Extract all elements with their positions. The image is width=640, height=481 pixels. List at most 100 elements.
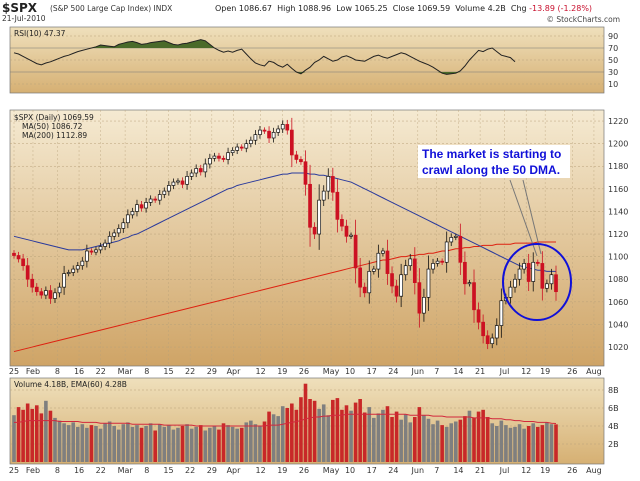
volume-bar <box>280 406 285 462</box>
price-candle <box>66 272 71 274</box>
price-candle <box>349 234 353 237</box>
volume-bar <box>85 427 89 462</box>
high-label: High <box>277 4 296 13</box>
volume-bar <box>517 424 522 462</box>
volume-x-tick-label: May <box>323 466 340 475</box>
volume-title: Volume 4.18B, EMA(60) 4.28B <box>14 380 127 389</box>
volume-bar <box>481 409 485 462</box>
price-candle <box>444 241 449 263</box>
volume-bar <box>317 408 321 462</box>
price-candle <box>85 250 89 262</box>
symbol: $SPX <box>2 1 38 15</box>
volume-bar <box>403 414 408 462</box>
volume-tick-label: 4B <box>608 422 619 431</box>
volume-bar <box>376 413 381 462</box>
volume-bar <box>48 410 53 462</box>
price-x-tick-label: 14 <box>453 367 463 376</box>
price-candle <box>508 286 513 298</box>
volume-bar <box>71 422 76 462</box>
volume-bar <box>144 426 148 462</box>
price-tick-label: 1160 <box>608 185 628 194</box>
volume-x-tick-label: 14 <box>453 466 463 475</box>
volume-bar <box>171 429 176 462</box>
volume-bar <box>80 424 85 462</box>
price-candle <box>25 265 30 280</box>
volume-bar <box>435 420 440 462</box>
price-x-tick-label: 26 <box>567 367 577 376</box>
rsi-overbought-fill <box>14 39 556 48</box>
price-x-tick-label: 22 <box>185 367 195 376</box>
volume-bar <box>344 405 349 462</box>
volume-bar <box>235 428 239 462</box>
volume-bar <box>390 417 394 462</box>
volume-bar <box>504 425 508 462</box>
price-x-tick-label: 19 <box>277 367 287 376</box>
volume-bar <box>148 423 153 462</box>
price-tick-label: 1120 <box>608 230 628 239</box>
chg-value: -13.89 (-1.28%) <box>529 4 593 13</box>
volume-bar <box>408 422 413 462</box>
price-candle <box>217 155 221 159</box>
price-tick-label: 1220 <box>608 117 628 126</box>
price-candle <box>207 157 212 165</box>
price-candle <box>522 263 526 270</box>
volume-tick-label: 2B <box>608 440 619 449</box>
volume-bar <box>153 430 157 462</box>
volume-x-tick-label: 26 <box>567 466 577 475</box>
price-x-tick-label: 12 <box>521 367 531 376</box>
volume-bar <box>294 409 299 462</box>
rsi-tick-label: 70 <box>608 44 618 53</box>
price-candle <box>75 265 80 270</box>
volume-bar <box>44 400 48 462</box>
volume-tick-label: 6B <box>608 404 619 413</box>
volume-bar <box>253 424 258 462</box>
volume-bar <box>362 412 367 462</box>
rsi-tick-label: 10 <box>608 80 618 89</box>
price-candle <box>540 263 545 289</box>
price-candle <box>531 261 536 282</box>
annotation-pointer-2 <box>522 179 542 255</box>
volume-bar <box>353 402 358 462</box>
volume-bar <box>98 428 103 462</box>
price-candle <box>176 180 180 183</box>
price-candle <box>390 273 394 287</box>
price-candle <box>71 268 76 273</box>
price-candle <box>248 139 253 144</box>
price-candle <box>513 278 517 288</box>
price-tick-label: 1180 <box>608 162 628 171</box>
volume-bar <box>103 423 107 462</box>
volume-bar <box>203 430 208 462</box>
volume-x-tick-label: Jun <box>411 466 425 475</box>
price-candle <box>221 157 226 160</box>
volume-x-tick-label: 19 <box>540 466 550 475</box>
volume-x-tick-label: 10 <box>345 466 355 475</box>
volume-bar <box>431 424 435 462</box>
annotation-line-1: The market is starting to <box>422 147 561 161</box>
price-candle <box>12 252 16 256</box>
price-candle <box>180 180 185 185</box>
annotation-line-2: crawl along the 50 DMA. <box>422 163 560 177</box>
ma50-legend: MA(50) 1086.72 <box>22 122 83 131</box>
volume-bar <box>312 400 317 462</box>
price-x-tick-label: 16 <box>74 367 84 376</box>
price-x-tick-label: Jun <box>411 367 425 376</box>
volume-bar <box>94 426 98 462</box>
price-candle <box>262 129 267 132</box>
price-x-tick-label: 7 <box>434 367 439 376</box>
price-candle <box>317 199 322 235</box>
volume-x-tick-label: 8 <box>144 466 149 475</box>
price-x-tick-label: 17 <box>367 367 377 376</box>
volume-bar <box>540 425 545 462</box>
volume-bar <box>367 407 372 462</box>
price-candle <box>203 163 208 173</box>
price-candle <box>162 190 167 195</box>
price-candle <box>116 228 121 234</box>
price-candle <box>212 155 217 159</box>
volume-x-tick-label: Aug <box>586 466 602 475</box>
price-candle <box>153 198 158 201</box>
volume-bar <box>89 425 94 462</box>
volume-bar <box>372 417 376 462</box>
volume-x-tick-label: 21 <box>475 466 485 475</box>
rsi-title: RSI(10) 47.37 <box>14 29 66 38</box>
volume-bar <box>112 426 117 462</box>
